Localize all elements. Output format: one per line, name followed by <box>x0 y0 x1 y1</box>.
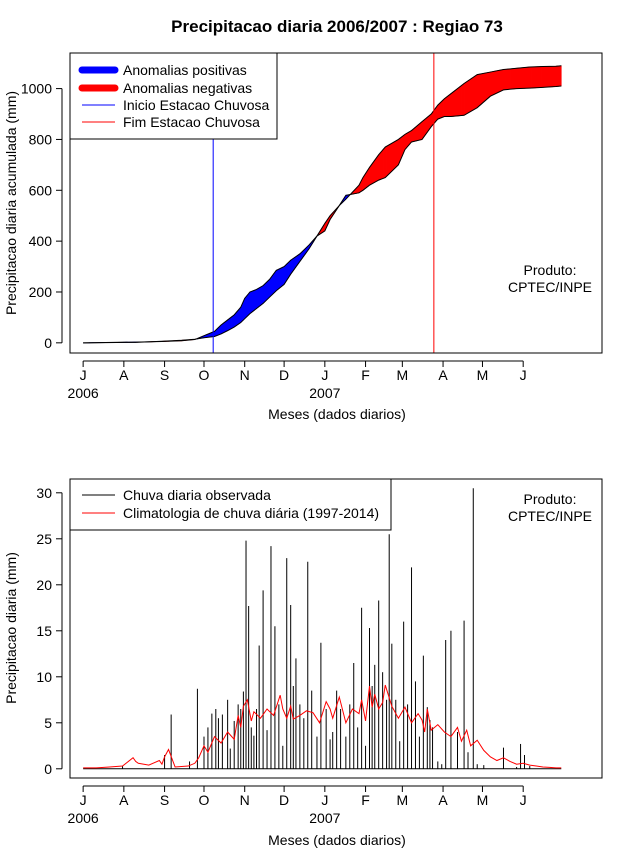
legend-label-negative: Anomalias negativas <box>123 80 252 96</box>
year-label-2: 2007 <box>309 810 340 826</box>
annotation-produto-2: Produto: <box>524 491 577 507</box>
legend-box-2 <box>69 478 392 531</box>
y-tick-label: 400 <box>29 233 53 249</box>
x-tick-label: A <box>119 367 129 383</box>
x-tick-label-2: N <box>240 792 250 808</box>
x-tick-label: F <box>361 367 370 383</box>
x-tick-label-2: O <box>199 792 210 808</box>
climatology-line-group <box>83 684 562 769</box>
annotation-cptec: CPTEC/INPE <box>508 279 592 295</box>
chart-title: Precipitacao diaria 2006/2007 : Regiao 7… <box>171 17 503 36</box>
y-axis: 0 200 400 600 800 1000 <box>21 81 63 351</box>
x-tick-label: J <box>321 367 328 383</box>
legend-label-climatology: Climatologia de chuva diária (1997-2014) <box>123 505 379 521</box>
x-tick-label-2: M <box>477 792 489 808</box>
year-label: 2006 <box>68 385 99 401</box>
x-tick-label-2: D <box>279 792 289 808</box>
x-axis: J A S O N D J F M A M J 2006 2007 <box>68 360 527 401</box>
y-axis-2: 0 5 10 15 20 25 30 <box>36 485 63 777</box>
x-axis-label: Meses (dados diarios) <box>268 406 406 422</box>
y-axis-label-2: Precipitacao diaria (mm) <box>3 552 19 704</box>
legend-label-observed: Chuva diaria observada <box>123 487 271 503</box>
x-tick-label-2: J <box>520 792 527 808</box>
climatology-line <box>83 684 562 769</box>
cumulative-line-climatological_cumulative <box>83 65 562 344</box>
legend-2: Chuva diaria observada Climatologia de c… <box>69 478 392 531</box>
y-tick-label: 800 <box>29 131 53 147</box>
y-tick-label: 600 <box>29 182 53 198</box>
observed-rain-spikes <box>83 488 562 770</box>
y-tick-label-2: 10 <box>36 669 52 685</box>
y-tick-label-2: 15 <box>36 623 52 639</box>
anomaly-segment <box>559 65 562 87</box>
legend-label-end: Fim Estacao Chuvosa <box>123 114 260 130</box>
x-tick-label-2: A <box>438 792 448 808</box>
x-tick-label: N <box>240 367 250 383</box>
x-tick-label: S <box>160 367 169 383</box>
y-tick-label: 1000 <box>21 81 52 97</box>
x-tick-label-2: F <box>361 792 370 808</box>
x-tick-label: M <box>396 367 408 383</box>
annotation-produto: Produto: <box>524 262 577 278</box>
y-tick-label-2: 25 <box>36 531 52 547</box>
x-tick-label-2: M <box>396 792 408 808</box>
x-tick-label-2: S <box>160 792 169 808</box>
x-tick-label-2: J <box>80 792 87 808</box>
y-tick-label-2: 0 <box>44 761 52 777</box>
x-tick-label-2: J <box>321 792 328 808</box>
year-label-2: 2006 <box>68 810 99 826</box>
legend: Anomalias positivas Anomalias negativas … <box>69 52 278 140</box>
y-tick-label-2: 20 <box>36 577 52 593</box>
cumulative-chart: Precipitacao diaria 2006/2007 : Regiao 7… <box>3 17 603 422</box>
year-label: 2007 <box>309 385 340 401</box>
x-axis-label-2: Meses (dados diarios) <box>268 832 406 848</box>
y-tick-label: 0 <box>44 335 52 351</box>
legend-label-onset: Inicio Estacao Chuvosa <box>123 97 270 113</box>
x-tick-label: J <box>80 367 87 383</box>
x-tick-label: A <box>438 367 448 383</box>
x-tick-label: D <box>279 367 289 383</box>
cumulative-line-observed_cumulative <box>83 85 562 344</box>
y-axis-label: Precipitacao diaria acumulada (mm) <box>3 91 19 315</box>
plot-box <box>69 52 603 354</box>
y-tick-label-2: 5 <box>44 715 52 731</box>
x-tick-label: M <box>477 367 489 383</box>
y-tick-label: 200 <box>29 284 53 300</box>
annotation-cptec-2: CPTEC/INPE <box>508 508 592 524</box>
x-axis-2: J A S O N D J F M A M J 2006 2007 <box>68 785 527 826</box>
y-tick-label-2: 30 <box>36 485 52 501</box>
x-tick-label: J <box>520 367 527 383</box>
legend-label-positive: Anomalias positivas <box>123 62 247 78</box>
daily-rain-chart: 0 5 10 15 20 25 30 J A S O N D J F M A M J 2006 2007 Meses … <box>3 478 603 848</box>
x-tick-label: O <box>199 367 210 383</box>
x-tick-label-2: A <box>119 792 129 808</box>
